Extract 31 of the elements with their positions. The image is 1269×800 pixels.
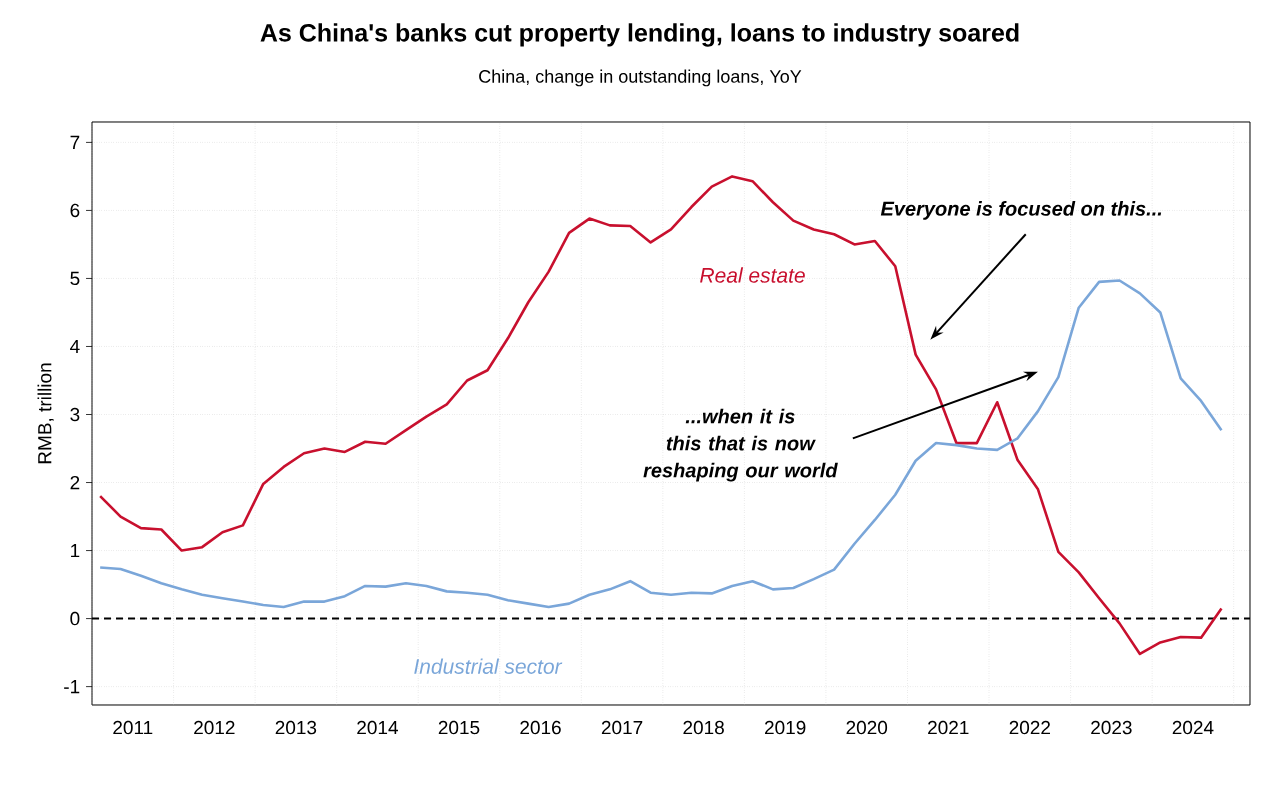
x-tick-label: 2013: [275, 720, 317, 735]
x-tick-label: 2023: [1091, 720, 1132, 735]
y-tick-label: 5: [70, 271, 80, 286]
x-tick-label: 2014: [357, 720, 398, 735]
y-tick-label: 4: [70, 339, 80, 354]
chart-subtitle: China, change in outstanding loans, YoY: [479, 69, 802, 87]
annotation: ...when it is this that is now reshaping our world: [643, 408, 838, 482]
x-tick-label: 2012: [194, 720, 235, 735]
x-tick-label: 2019: [765, 720, 806, 735]
y-tick-label: 7: [70, 135, 80, 149]
line-series: [98, 175, 1223, 656]
y-tick-label: 1: [71, 544, 80, 558]
x-tick-label: 2022: [1009, 720, 1050, 735]
chart-title: As China's banks cut property lending, loans to industry soared: [260, 23, 1019, 47]
text: Industrial sector: [414, 658, 563, 674]
y-tick-label: -1: [64, 680, 80, 694]
x-tick-label: 2020: [846, 720, 888, 735]
x-tick-label: 2017: [601, 720, 643, 735]
x-tick-label: 2016: [520, 720, 561, 735]
series-label: Real estate: [700, 267, 805, 283]
y-tick-label: 0: [70, 611, 80, 626]
y-tick-label: 2: [70, 475, 80, 490]
x-tick-label: 2011: [113, 720, 153, 735]
y-tick-label: 6: [70, 203, 80, 218]
x-tick-label: 2021: [928, 720, 969, 735]
x-tick-label: 2015: [438, 720, 480, 735]
x-tick-label: 2018: [683, 720, 724, 735]
annotation: Everyone is focused on this...: [880, 201, 1162, 220]
x-tick-label: 2024: [1172, 720, 1214, 735]
y-tick-label: 3: [70, 407, 80, 422]
y-axis-title: RMB, trillion: [37, 363, 54, 464]
